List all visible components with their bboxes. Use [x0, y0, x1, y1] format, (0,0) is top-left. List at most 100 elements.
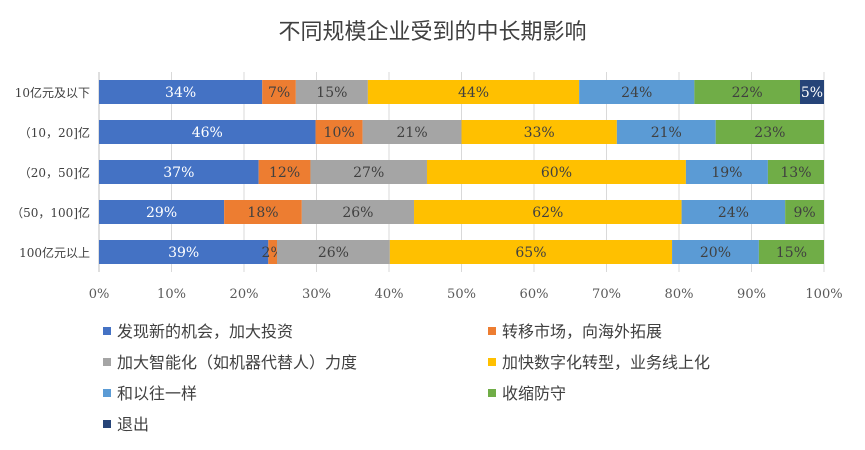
data-label: 65%	[515, 245, 546, 261]
category-label: （50，100]亿	[11, 205, 90, 220]
data-label: 24%	[621, 85, 652, 101]
x-tick-label: 30%	[302, 287, 331, 302]
bar-segment	[295, 80, 368, 104]
legend-label: 退出	[117, 415, 150, 434]
legend-label: 加快数字化转型，业务线上化	[502, 353, 711, 372]
x-tick-label: 80%	[665, 287, 694, 302]
category-label: （20，50]亿	[19, 165, 90, 180]
data-label: 9%	[793, 205, 815, 221]
bar-segment	[681, 200, 786, 224]
data-label: 19%	[711, 165, 742, 181]
bar-segment	[99, 160, 259, 184]
category-label: 100亿元以上	[19, 245, 90, 260]
bar-segment	[426, 160, 686, 184]
data-label: 5%	[801, 85, 823, 101]
data-label: 27%	[353, 165, 384, 181]
data-label: 29%	[146, 205, 177, 221]
bar-segment	[362, 120, 462, 144]
data-label: 15%	[776, 245, 807, 261]
bar-segment	[758, 240, 824, 264]
data-label: 39%	[168, 245, 199, 261]
bar-segment	[99, 240, 269, 264]
x-tick-label: 40%	[375, 287, 404, 302]
x-tick-label: 60%	[520, 287, 549, 302]
x-tick-label: 90%	[737, 287, 766, 302]
data-label: 34%	[165, 85, 196, 101]
legend-item: 加快数字化转型，业务线上化	[488, 349, 710, 373]
x-tick-label: 70%	[592, 287, 621, 302]
bar-segment	[262, 80, 296, 104]
data-label: 62%	[532, 205, 563, 221]
data-label: 60%	[541, 165, 572, 181]
legend-label: 和以往一样	[117, 384, 198, 403]
x-tick-label: 10%	[157, 287, 186, 302]
legend-label: 转移市场，向海外拓展	[502, 322, 663, 341]
legend-item: 收缩防守	[488, 380, 566, 404]
bar-segment	[685, 160, 768, 184]
data-label: 20%	[700, 245, 731, 261]
bar-segment	[310, 160, 427, 184]
legend-label: 加大智能化（如机器代替人）力度	[117, 353, 358, 372]
bar-segment	[276, 240, 390, 264]
legend-swatch	[103, 420, 111, 428]
legend-item: 退出	[103, 411, 149, 435]
bar-segment	[715, 120, 824, 144]
legend-item: 发现新的机会，加大投资	[103, 318, 293, 342]
data-label: 24%	[718, 205, 749, 221]
data-label: 26%	[318, 245, 349, 261]
bar-segment	[367, 80, 580, 104]
legend-item: 和以往一样	[103, 380, 197, 404]
data-label: 46%	[192, 125, 223, 141]
legend-swatch	[488, 358, 496, 366]
data-label: 18%	[247, 205, 278, 221]
legend-item: 加大智能化（如机器代替人）力度	[103, 349, 357, 373]
bar-segment	[268, 240, 277, 264]
data-label: 15%	[316, 85, 347, 101]
legend-swatch	[103, 358, 111, 366]
x-tick-label: 20%	[230, 287, 259, 302]
bar-segment	[579, 80, 695, 104]
bar-segment	[99, 80, 263, 104]
chart-title: 不同规模企业受到的中长期影响	[278, 20, 587, 45]
bar-segment	[616, 120, 716, 144]
bar-segment	[799, 80, 824, 104]
bar-segment	[461, 120, 617, 144]
data-label: 12%	[269, 165, 300, 181]
bar-segment	[224, 200, 302, 224]
data-label: 21%	[397, 125, 428, 141]
x-tick-label: 50%	[447, 287, 476, 302]
category-label: 10亿元及以下	[15, 85, 90, 100]
data-label: 26%	[342, 205, 373, 221]
data-label: 13%	[780, 165, 811, 181]
data-label: 23%	[754, 125, 785, 141]
legend-swatch	[103, 327, 111, 335]
bar-segment	[389, 240, 673, 264]
bar-segment	[785, 200, 824, 224]
data-label: 10%	[324, 125, 355, 141]
x-tick-label: 100%	[805, 287, 842, 302]
legend-item: 转移市场，向海外拓展	[488, 318, 662, 342]
bar-segment	[99, 120, 316, 144]
data-label: 22%	[732, 85, 763, 101]
category-label: （10，20]亿	[19, 125, 90, 140]
data-label: 44%	[458, 85, 489, 101]
legend-swatch	[103, 389, 111, 397]
bar-segment	[315, 120, 363, 144]
data-label: 33%	[524, 125, 555, 141]
x-tick-label: 0%	[89, 287, 110, 302]
legend-swatch	[488, 389, 496, 397]
bar-segment	[672, 240, 759, 264]
data-label: 37%	[163, 165, 194, 181]
bar-segment	[99, 200, 225, 224]
data-label: 21%	[651, 125, 682, 141]
bar-segment	[414, 200, 682, 224]
bar-segment	[767, 160, 824, 184]
legend-label: 收缩防守	[502, 384, 567, 403]
data-label: 7%	[268, 85, 290, 101]
bar-segment	[258, 160, 311, 184]
bar-segment	[694, 80, 800, 104]
legend-swatch	[488, 327, 496, 335]
bar-segment	[301, 200, 415, 224]
legend-label: 发现新的机会，加大投资	[117, 322, 294, 341]
